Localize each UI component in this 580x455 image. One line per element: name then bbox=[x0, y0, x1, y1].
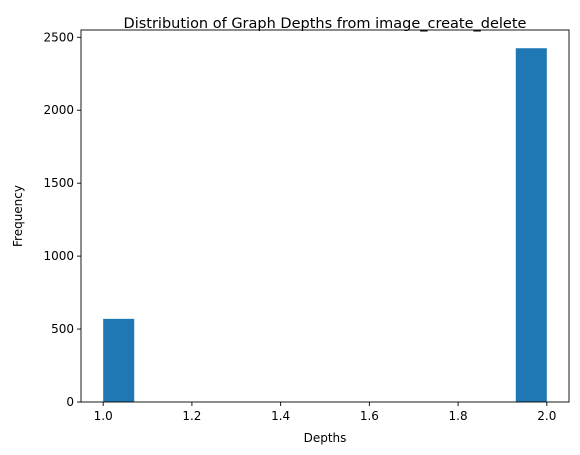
y-tick-label: 1500 bbox=[43, 176, 74, 190]
x-axis-label: Depths bbox=[304, 431, 347, 445]
x-tick-label: 1.0 bbox=[94, 409, 113, 423]
x-ticks: 1.0 1.2 1.4 1.6 1.8 2.0 bbox=[94, 402, 556, 423]
histogram-bar-2 bbox=[515, 48, 547, 403]
plot-frame bbox=[80, 29, 570, 403]
x-tick-label: 1.6 bbox=[360, 409, 379, 423]
x-tick-label: 1.2 bbox=[182, 409, 201, 423]
y-tick-label: 2500 bbox=[43, 30, 74, 44]
x-tick-label: 2.0 bbox=[537, 409, 556, 423]
x-tick-label: 1.8 bbox=[449, 409, 468, 423]
y-tick-label: 2000 bbox=[43, 103, 74, 117]
y-axis-label: Frequency bbox=[11, 185, 25, 247]
x-tick-label: 1.4 bbox=[271, 409, 290, 423]
y-ticks: 0 500 1000 1500 2000 2500 bbox=[43, 30, 81, 409]
histogram-bar-1 bbox=[103, 318, 135, 402]
y-tick-label: 0 bbox=[66, 395, 74, 409]
bars-group bbox=[103, 48, 547, 403]
chart-title: Distribution of Graph Depths from image_… bbox=[124, 16, 527, 32]
y-tick-label: 500 bbox=[51, 322, 74, 336]
y-tick-label: 1000 bbox=[43, 249, 74, 263]
